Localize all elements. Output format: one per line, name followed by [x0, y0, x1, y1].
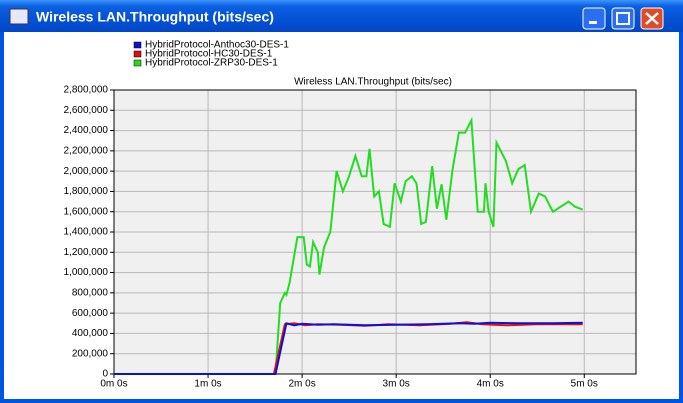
x-tick-label: 1m 0s	[194, 379, 221, 390]
y-tick-label: 200,000	[72, 348, 109, 359]
y-tick-label: 0	[102, 369, 108, 380]
legend-swatch	[133, 50, 142, 58]
y-tick-label: 1,000,000	[64, 267, 109, 278]
maximize-button[interactable]	[611, 7, 635, 30]
legend-label: HybridProtocol-ZRP30-DES-1	[145, 58, 278, 69]
y-tick-label: 2,200,000	[64, 145, 109, 156]
legend-swatch	[133, 59, 142, 67]
y-tick-label: 1,600,000	[64, 206, 109, 217]
minimize-button[interactable]	[582, 7, 606, 30]
y-tick-label: 1,200,000	[64, 247, 109, 258]
series-line	[114, 321, 583, 375]
chart-title: Wireless LAN.Throughput (bits/sec)	[294, 77, 452, 88]
legend-label: HybridProtocol-HC30-DES-1	[145, 49, 273, 60]
close-icon	[645, 12, 659, 25]
x-tick-label: 4m 0s	[477, 379, 504, 390]
x-tick-label: 3m 0s	[383, 379, 410, 390]
legend-swatch	[133, 41, 142, 49]
y-tick-label: 2,600,000	[64, 105, 109, 116]
minimize-icon	[589, 21, 597, 24]
x-tick-label: 5m 0s	[571, 379, 598, 390]
legend-label: HybridProtocol-Anthoc30-DES-1	[145, 40, 289, 51]
y-tick-label: 2,000,000	[64, 166, 109, 177]
x-tick-label: 0m 0s	[100, 379, 127, 390]
maximize-icon	[616, 12, 630, 25]
y-tick-label: 600,000	[72, 308, 109, 319]
y-tick-label: 1,800,000	[64, 186, 109, 197]
y-tick-label: 2,400,000	[64, 125, 109, 136]
title-bar	[0, 0, 683, 32]
plot-border	[113, 89, 637, 375]
y-tick-label: 1,400,000	[64, 227, 109, 238]
series-line	[114, 116, 584, 375]
y-tick-label: 2,800,000	[64, 85, 109, 96]
window-title: Wireless LAN.Throughput (bits/sec)	[36, 9, 274, 25]
y-tick-label: 800,000	[72, 287, 109, 298]
y-tick-label: 400,000	[72, 328, 109, 339]
window-icon	[9, 8, 29, 25]
x-tick-label: 2m 0s	[288, 379, 315, 390]
